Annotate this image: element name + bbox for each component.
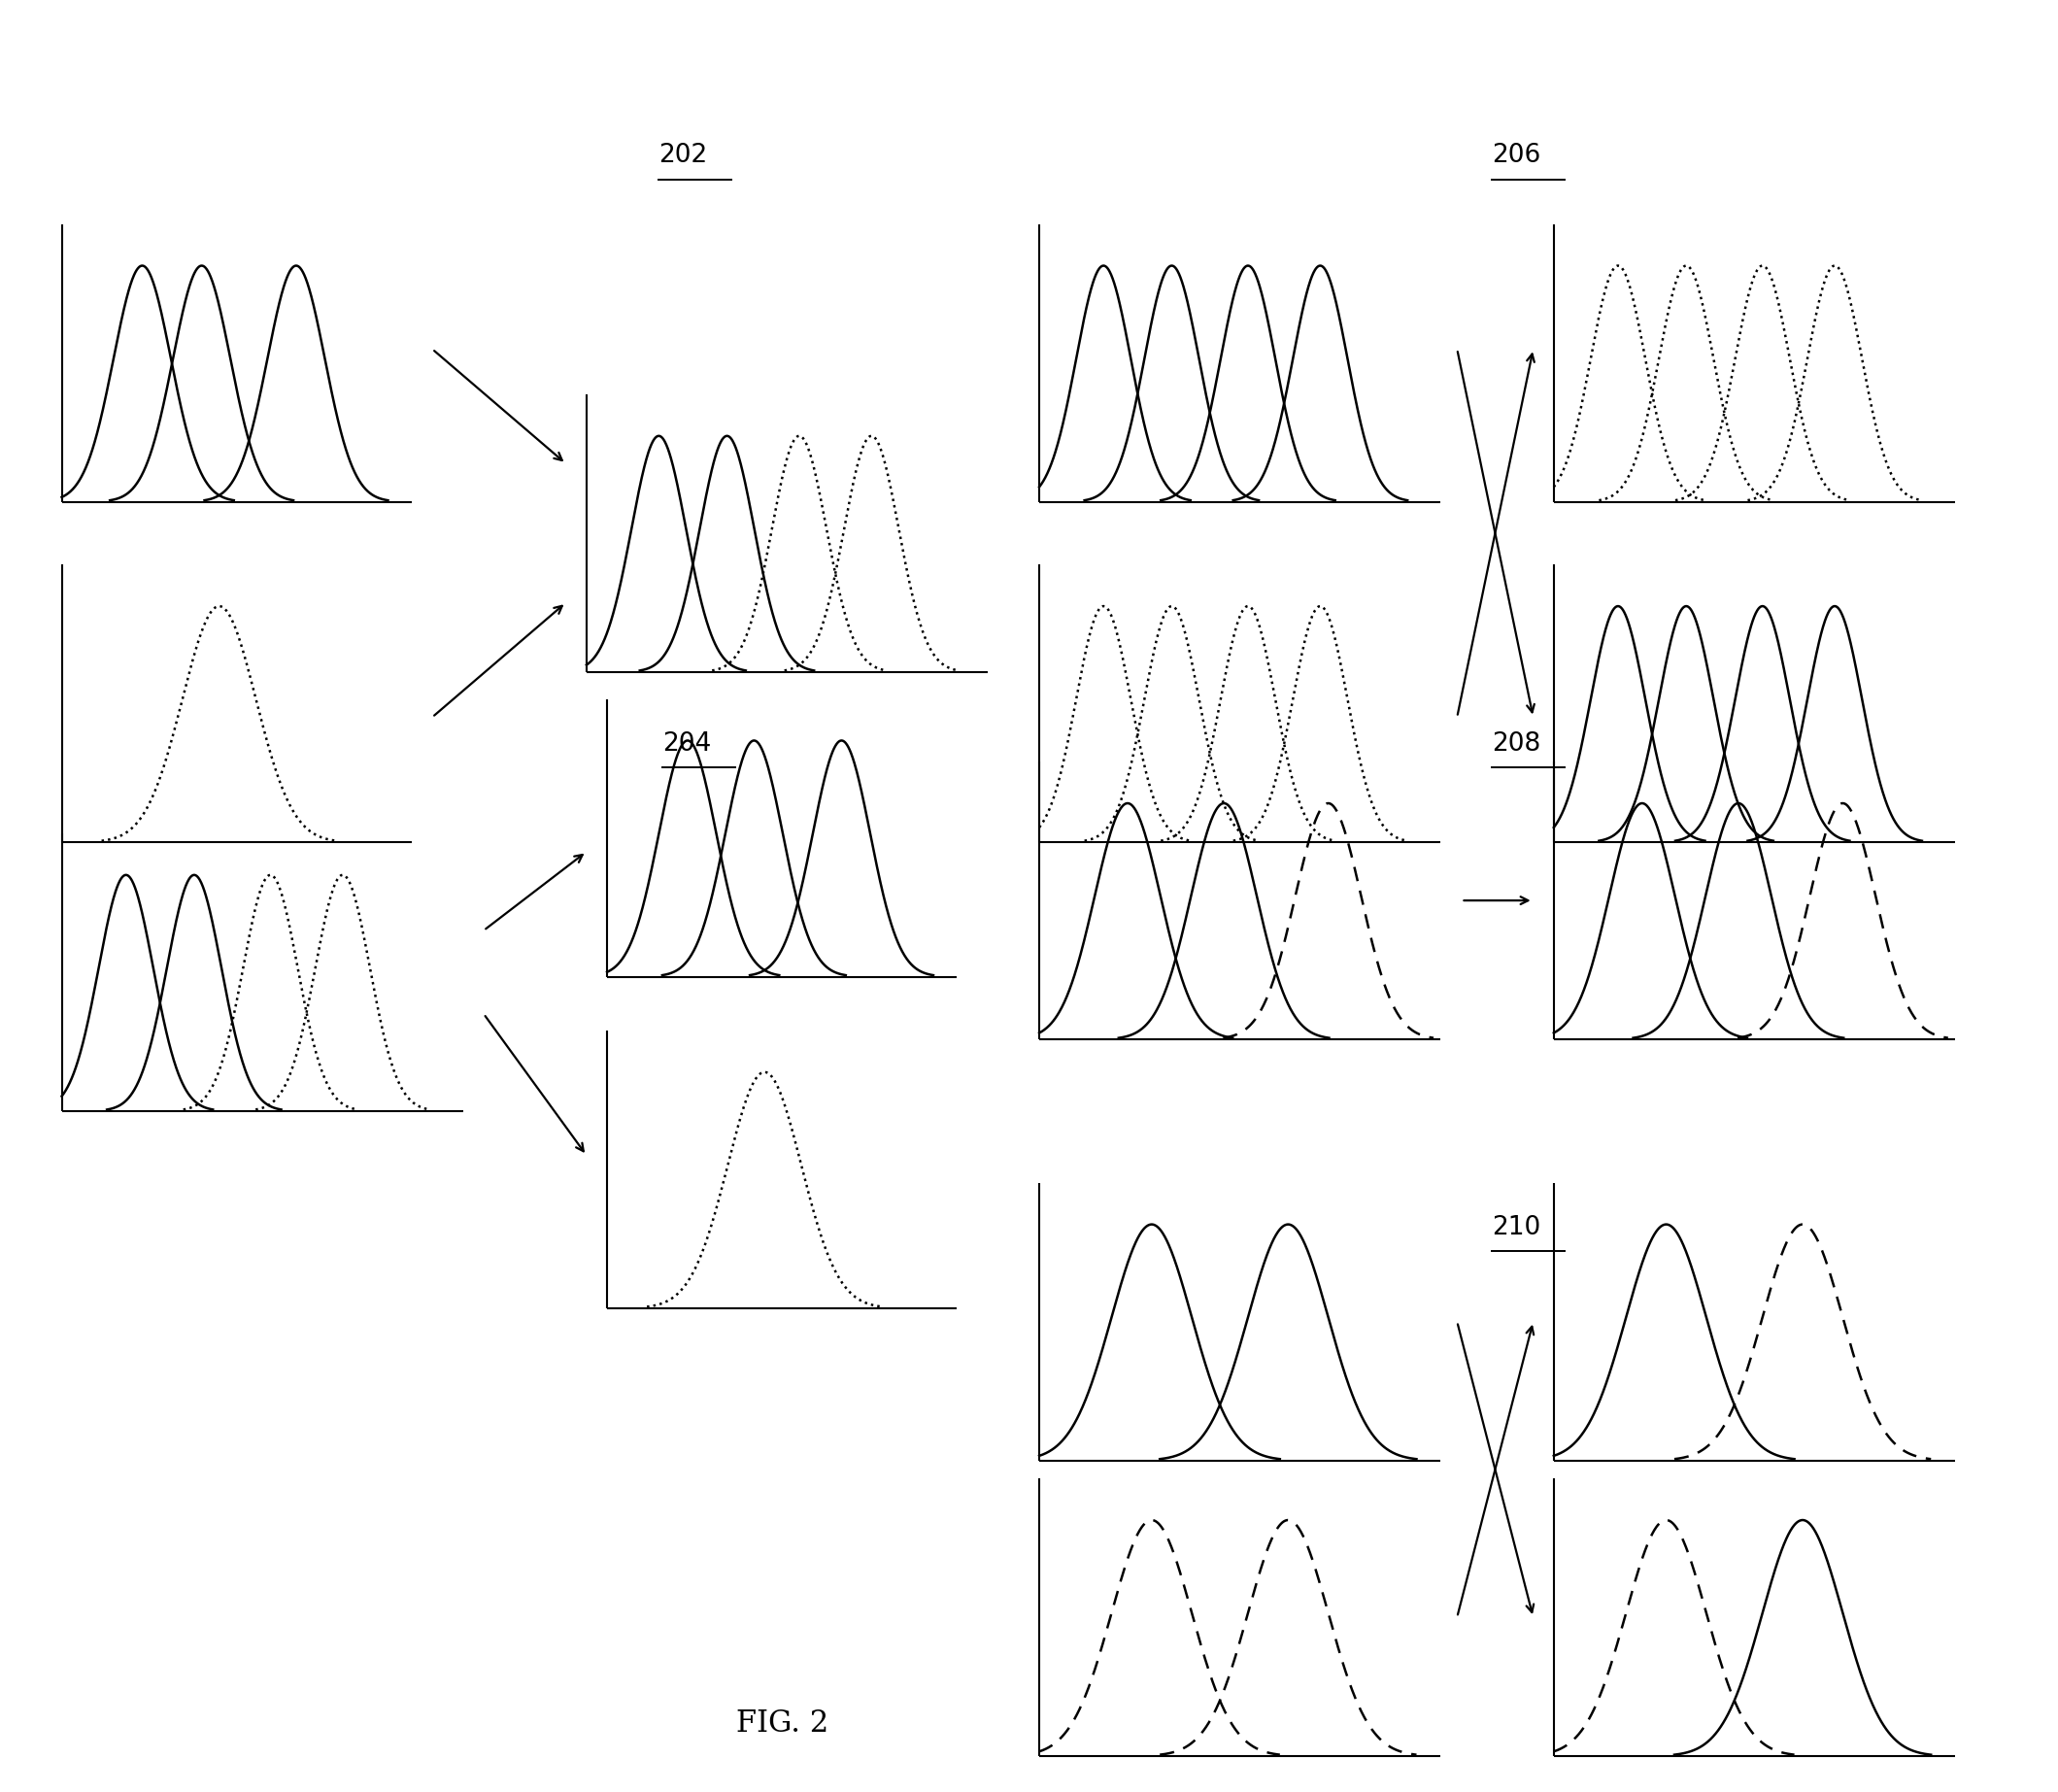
Text: FIG. 2: FIG. 2 — [737, 1710, 827, 1738]
Text: 204: 204 — [663, 731, 712, 756]
Text: 208: 208 — [1492, 731, 1541, 756]
Text: 202: 202 — [659, 143, 708, 168]
Text: 210: 210 — [1492, 1215, 1541, 1240]
Text: 206: 206 — [1492, 143, 1541, 168]
